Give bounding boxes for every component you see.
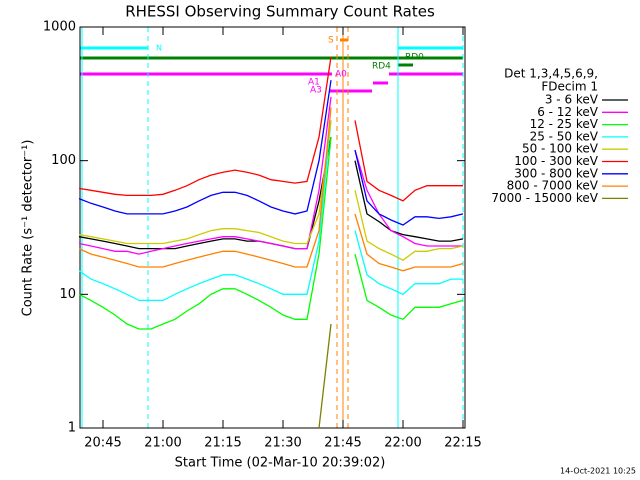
- annotation: A3: [310, 86, 322, 96]
- series-line: [78, 56, 463, 202]
- x-tick-label: 22:15: [444, 436, 481, 451]
- vertical-markers: [81, 27, 464, 428]
- timestamp: 14-Oct-2021 10:25: [560, 467, 636, 476]
- legend-title: FDecim 1: [541, 80, 598, 94]
- annotation: S: [328, 36, 334, 46]
- legend-label: 7000 - 15000 keV: [491, 191, 598, 205]
- legend-label: 50 - 100 keV: [522, 142, 599, 156]
- legend-label: 12 - 25 keV: [530, 117, 599, 131]
- state-overlays: [80, 38, 463, 93]
- x-tick-label: 21:45: [324, 436, 361, 451]
- series-line: [78, 136, 464, 250]
- chart-title: RHESSI Observing Summary Count Rates: [125, 3, 435, 21]
- series-line: [78, 80, 464, 226]
- x-axis-label: Start Time (02-Mar-10 20:39:02): [175, 456, 386, 471]
- y-axis-label: Count Rate (s⁻¹ detector⁻¹): [21, 140, 36, 317]
- series-line: [78, 107, 464, 272]
- legend-label: 800 - 7000 keV: [507, 179, 599, 193]
- legend-label: 300 - 800 keV: [514, 166, 598, 180]
- x-tick-label: 22:00: [384, 436, 421, 451]
- legend-label: 25 - 50 keV: [530, 129, 599, 143]
- annotation: A0: [335, 70, 347, 80]
- legend-title: Det 1,3,4,5,6,9,: [504, 67, 598, 81]
- x-tick-label: 21:30: [264, 436, 301, 451]
- x-tick-label: 20:45: [84, 436, 121, 451]
- legend-label: 6 - 12 keV: [537, 105, 599, 119]
- legend-label: 3 - 6 keV: [545, 93, 599, 107]
- x-tick-label: 21:00: [144, 436, 181, 451]
- x-tick-label: 21:15: [204, 436, 241, 451]
- y-tick-label: 1000: [43, 20, 76, 35]
- annotation: A1: [308, 78, 320, 88]
- plot-frame: [79, 26, 466, 429]
- series-line: [318, 323, 332, 429]
- y-tick-label: 10: [59, 287, 76, 302]
- series-line: [78, 120, 464, 261]
- series-line: [78, 137, 464, 330]
- annotation: RD4: [372, 62, 391, 72]
- annotation: N: [156, 44, 162, 53]
- legend-label: 100 - 300 keV: [514, 154, 598, 168]
- annotation: RD0: [405, 53, 424, 63]
- series-line: [78, 96, 463, 255]
- y-tick-label: 1: [68, 421, 76, 436]
- series-line: [78, 120, 463, 302]
- y-tick-label: 100: [51, 153, 76, 168]
